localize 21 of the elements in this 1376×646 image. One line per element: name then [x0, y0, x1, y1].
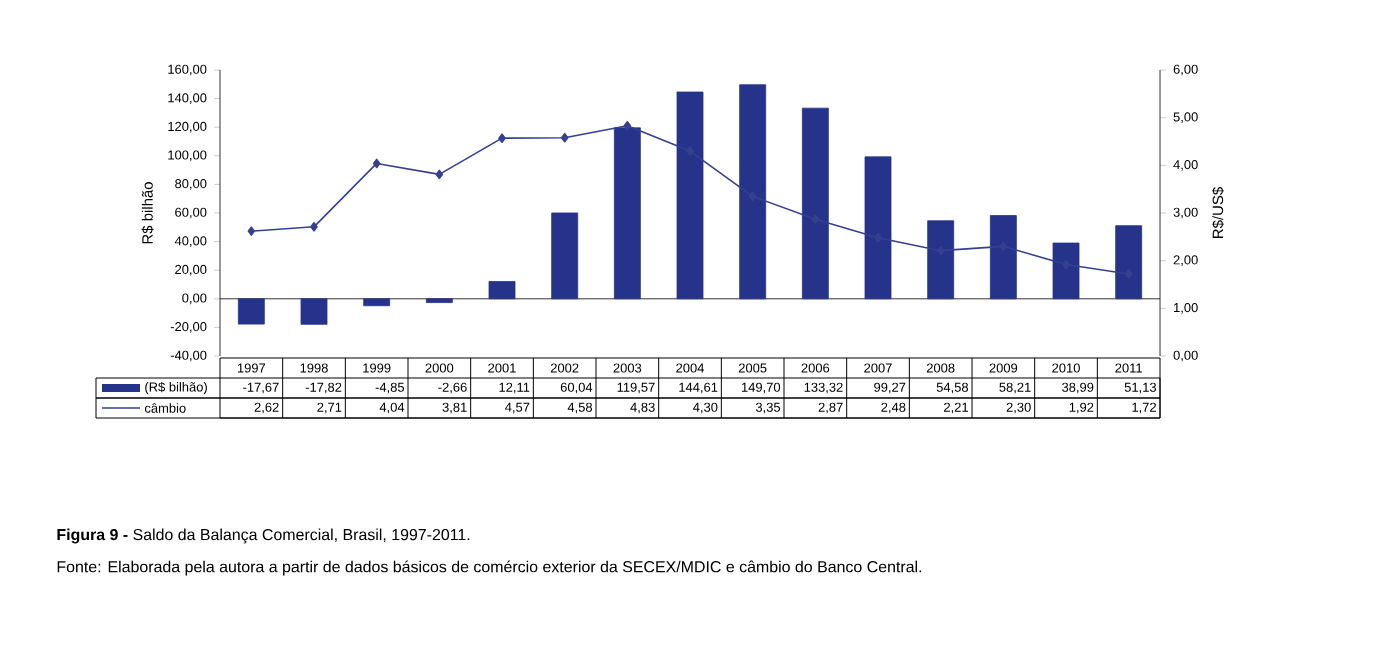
bar [363, 298, 391, 307]
point [247, 226, 256, 236]
bar [237, 298, 265, 325]
point [498, 133, 506, 143]
point [435, 169, 444, 180]
point [560, 132, 569, 143]
bar [1052, 242, 1080, 300]
bar [927, 220, 955, 300]
bar [801, 107, 829, 300]
bar [989, 215, 1017, 300]
bar [551, 212, 579, 300]
bar [676, 91, 704, 300]
bar [488, 281, 516, 300]
point [623, 120, 632, 131]
bar [613, 127, 641, 300]
point [310, 222, 318, 232]
bar [300, 298, 328, 325]
point [372, 158, 381, 169]
bar [739, 84, 767, 300]
bar [1115, 225, 1143, 300]
bar [864, 156, 892, 300]
